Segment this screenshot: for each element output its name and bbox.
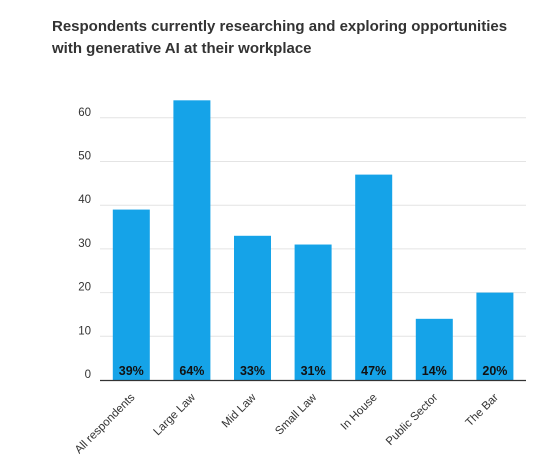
data-label: 47% — [361, 364, 386, 378]
data-label: 31% — [301, 364, 326, 378]
data-label: 39% — [119, 364, 144, 378]
bar — [234, 235, 271, 380]
x-category-label: All respondents — [73, 391, 138, 456]
data-label: 64% — [179, 364, 204, 378]
x-axis-categories: All respondents Large Law Mid Law Small Law… — [73, 391, 501, 456]
x-category-label: Small Law — [273, 391, 319, 437]
bars — [112, 100, 514, 380]
bar — [294, 244, 332, 380]
y-tick-label: 40 — [78, 194, 91, 206]
bar — [476, 292, 514, 380]
y-tick-label: 10 — [78, 325, 91, 337]
data-label: 14% — [422, 364, 447, 378]
bar — [173, 100, 211, 380]
y-tick-label: 20 — [78, 282, 91, 294]
x-category-label: The Bar — [464, 392, 502, 430]
data-labels: 39% 64% 33% 31% 47% 14% 20% — [119, 364, 508, 378]
x-category-label: Public Sector — [384, 392, 441, 449]
bar — [415, 318, 453, 380]
chart-title: Respondents currently researching and ex… — [52, 18, 508, 57]
x-category-label: Large Law — [152, 391, 199, 438]
y-axis-ticks: 0 10 20 30 40 50 60 — [78, 107, 91, 381]
data-label: 33% — [240, 364, 265, 378]
data-label: 20% — [482, 364, 507, 378]
x-category-label: In House — [339, 392, 380, 433]
y-tick-label: 50 — [78, 151, 91, 163]
y-tick-label: 60 — [78, 107, 91, 119]
y-tick-label: 0 — [85, 369, 91, 381]
x-category-label: Mid Law — [220, 391, 259, 430]
bar — [355, 174, 393, 380]
y-tick-label: 30 — [78, 238, 91, 250]
bar — [112, 209, 150, 380]
